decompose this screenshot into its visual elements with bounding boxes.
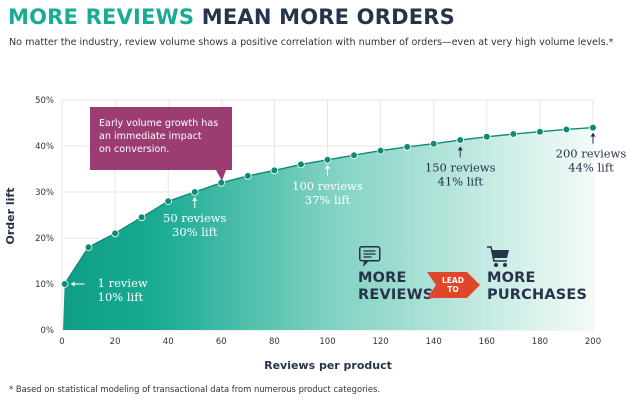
annotation-arrowhead [192,197,198,201]
data-point [244,172,252,180]
x-tick-label: 60 [216,337,227,347]
data-point [482,133,491,141]
x-axis-label: Reviews per product [264,359,392,372]
x-tick-label: 140 [426,337,442,347]
data-point [429,139,438,148]
x-tick-label: 120 [372,337,388,347]
callout-line-1: Early volume growth has [99,118,218,129]
data-point [297,160,305,169]
annotation-line-1: 200 reviews [556,147,627,161]
arrow-line-1: LEAD [442,276,464,285]
data-point [137,213,146,222]
y-tick-label: 30% [35,188,54,198]
annotation-line-2: 30% lift [172,225,218,239]
promo-block: MORE REVIEWS LEAD TO MORE PURCHASES [358,246,587,303]
promo-left-line-1: MORE [358,270,407,286]
footnote: * Based on statistical modeling of trans… [9,384,381,394]
annotation-line-2: 37% lift [305,193,351,207]
x-tick-label: 200 [585,337,601,347]
annotation-arrowhead [457,146,463,151]
shopping-cart-icon [487,246,509,267]
title-main: MEAN MORE ORDERS [201,5,455,29]
annotation-arrowhead [325,164,330,169]
arrow-line-2: TO [447,285,459,294]
annotation-arrowhead [70,281,75,287]
y-tick-label: 0% [41,326,55,336]
review-bubble-icon [359,246,381,267]
data-point [217,179,226,187]
data-point [589,123,597,132]
data-point [84,243,93,252]
x-tick-label: 80 [269,337,280,347]
data-point [456,136,465,144]
x-tick-label: 20 [110,337,121,347]
annotation-arrowhead [590,132,596,137]
data-point [509,130,518,138]
annotation-line-1: 100 reviews [292,179,363,193]
callout-line-3: on conversion. [99,144,169,155]
data-point [376,146,385,155]
x-tick-label: 160 [479,337,495,347]
data-point [323,156,332,164]
data-points [60,123,597,288]
promo-left-line-2: REVIEWS [358,287,433,303]
annotation-line-2: 41% lift [438,174,484,188]
callout-line-2: an immediate impact [99,131,202,142]
lead-to-arrow [427,272,480,298]
x-tick-label: 0 [59,337,64,347]
page-title: MORE REVIEWS MEAN MORE ORDERS [8,5,455,29]
data-point [562,125,571,134]
annotation-line-1: 1 review [98,276,148,290]
data-point [60,280,69,288]
subtitle: No matter the industry, review volume sh… [9,37,614,48]
data-point [270,166,279,175]
x-tick-label: 40 [163,337,174,347]
y-tick-label: 10% [35,280,54,290]
data-point [164,197,173,206]
data-point [111,229,119,238]
callout-box [90,107,232,181]
y-tick-label: 20% [35,234,54,244]
annotation-line-2: 44% lift [568,161,614,175]
y-tick-label: 50% [35,96,54,106]
y-axis-label: Order lift [4,188,17,245]
data-point [536,127,544,136]
callout: Early volume growth has an immediate imp… [90,107,232,181]
promo-right-line-2: PURCHASES [487,287,587,303]
title-accent: MORE REVIEWS [8,5,195,29]
x-tick-label: 180 [532,337,548,347]
promo-right-line-1: MORE [487,270,536,286]
annotation-line-1: 150 reviews [425,160,496,174]
x-tick-label: 100 [319,337,335,347]
annotation-line-2: 10% lift [98,290,144,304]
data-point [190,188,199,196]
data-point [403,143,411,151]
data-point [350,151,358,160]
annotation-line-1: 50 reviews [163,211,226,225]
y-tick-label: 40% [35,142,54,152]
axis-ticks: 0% 10% 20% 30% 40% 50% 0 20 40 60 80 100 120 140 160 18… [35,96,601,347]
